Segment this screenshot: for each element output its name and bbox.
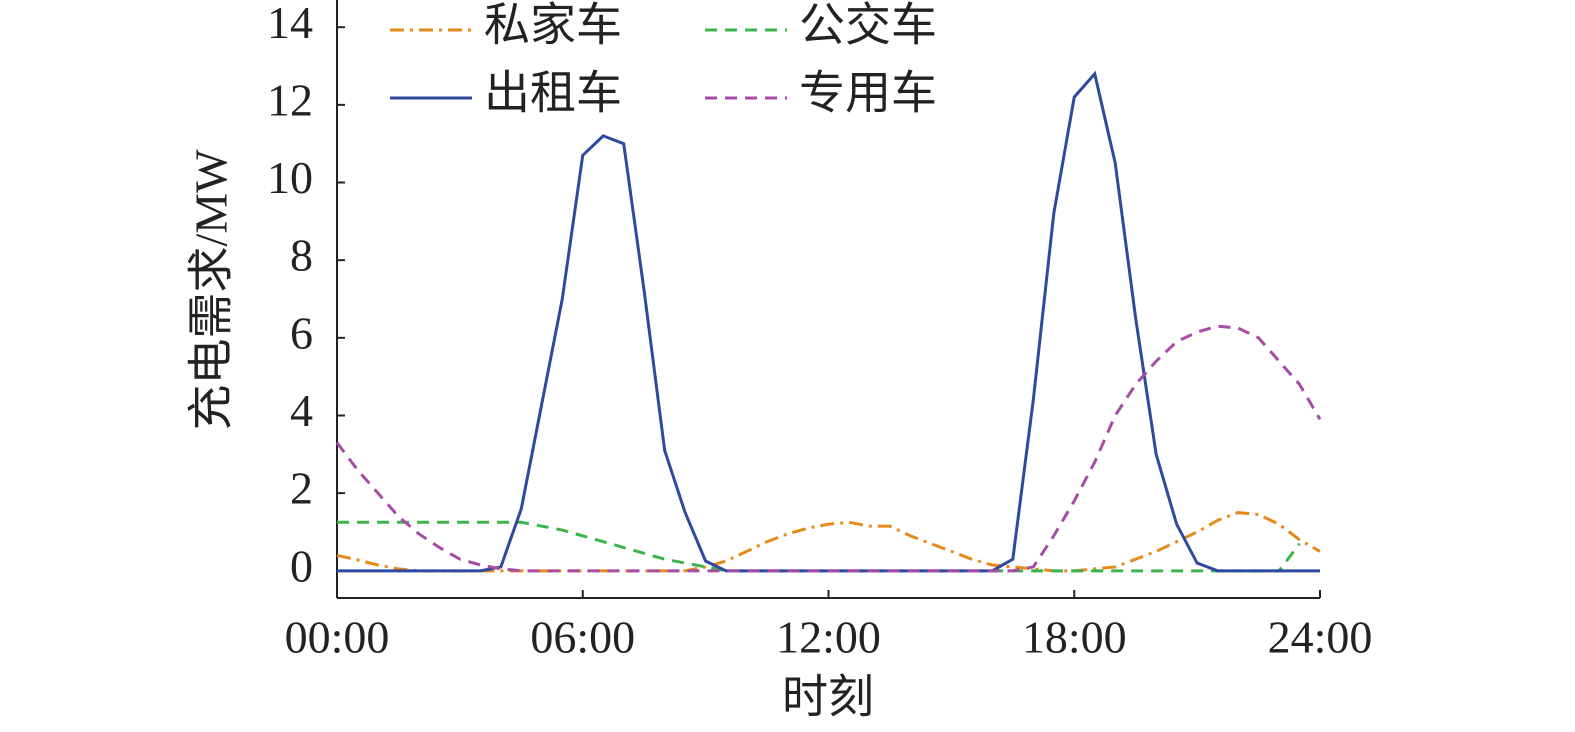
y-tick-label: 4: [290, 385, 313, 436]
y-tick-label: 0: [290, 540, 313, 591]
y-tick-label: 12: [267, 74, 313, 125]
series-line: [335, 324, 1322, 573]
x-tick-label: 18:00: [1022, 612, 1127, 663]
x-tick-label: 12:00: [776, 612, 881, 663]
legend-label: 出租车: [484, 68, 622, 119]
legend-label: 专用车: [799, 68, 937, 119]
series-line: [337, 70, 1320, 573]
y-tick-label: 6: [290, 307, 313, 358]
legend-label: 私家车: [484, 0, 622, 51]
legend-label: 公交车: [799, 0, 937, 51]
series-line: [336, 511, 1321, 573]
x-tick-label: 24:00: [1268, 612, 1373, 663]
y-axis-label: 充电需求/MW: [186, 149, 237, 431]
x-axis-label: 时刻: [782, 672, 874, 723]
y-tick-label: 8: [290, 230, 313, 281]
y-tick-label: 10: [267, 152, 313, 203]
x-tick-label: 06:00: [530, 612, 635, 663]
y-tick-label: 2: [290, 463, 313, 514]
series-line: [337, 520, 1301, 573]
x-tick-label: 00:00: [285, 612, 390, 663]
y-tick-label: 14: [267, 0, 313, 48]
